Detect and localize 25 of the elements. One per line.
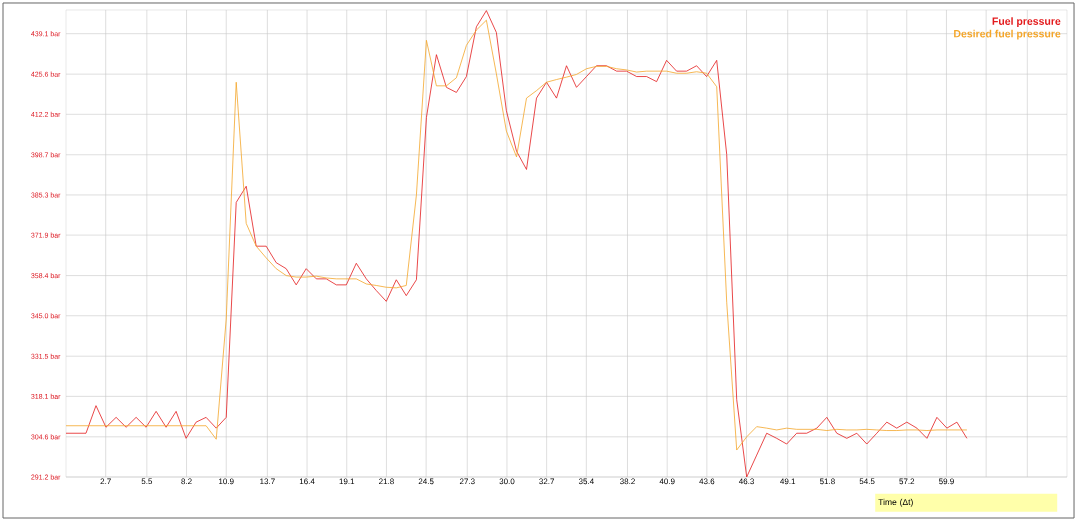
x-tick-label: 2.7 bbox=[100, 478, 111, 485]
x-tick-label: 16.4 bbox=[299, 478, 315, 485]
x-tick-label: 51.8 bbox=[819, 478, 835, 485]
x-axis-title: Time (Δt) bbox=[878, 498, 913, 507]
x-tick-label: 38.2 bbox=[620, 478, 635, 485]
text: Desired fuel pressure bbox=[954, 29, 1061, 40]
x-tick-label: 8.2 bbox=[181, 478, 192, 485]
x-tick-label: 43.6 bbox=[699, 478, 715, 485]
x-tick-label: 5.5 bbox=[141, 478, 153, 485]
x-tick-label: 59.9 bbox=[939, 478, 954, 485]
x-tick-label: 49.1 bbox=[780, 478, 796, 485]
x-tick-label: 24.5 bbox=[418, 478, 434, 485]
x-tick-label: 35.4 bbox=[578, 478, 594, 485]
x-tick-label: 19.1 bbox=[339, 478, 355, 485]
x-tick-label: 57.2 bbox=[899, 478, 915, 485]
x-tick-label: 13.7 bbox=[260, 478, 275, 485]
x-tick-label: 32.7 bbox=[539, 478, 555, 485]
x-tick-label: 40.9 bbox=[659, 478, 675, 485]
x-tick-label: 10.9 bbox=[219, 478, 234, 485]
x-tick-label: 46.3 bbox=[738, 478, 754, 485]
text: Fuel pressure bbox=[992, 17, 1061, 27]
x-tick-label: 54.5 bbox=[859, 478, 875, 485]
x-tick-label: 30.0 bbox=[499, 478, 515, 485]
x-tick-label: 21.8 bbox=[379, 478, 394, 485]
x-tick-label: 27.3 bbox=[459, 478, 475, 485]
